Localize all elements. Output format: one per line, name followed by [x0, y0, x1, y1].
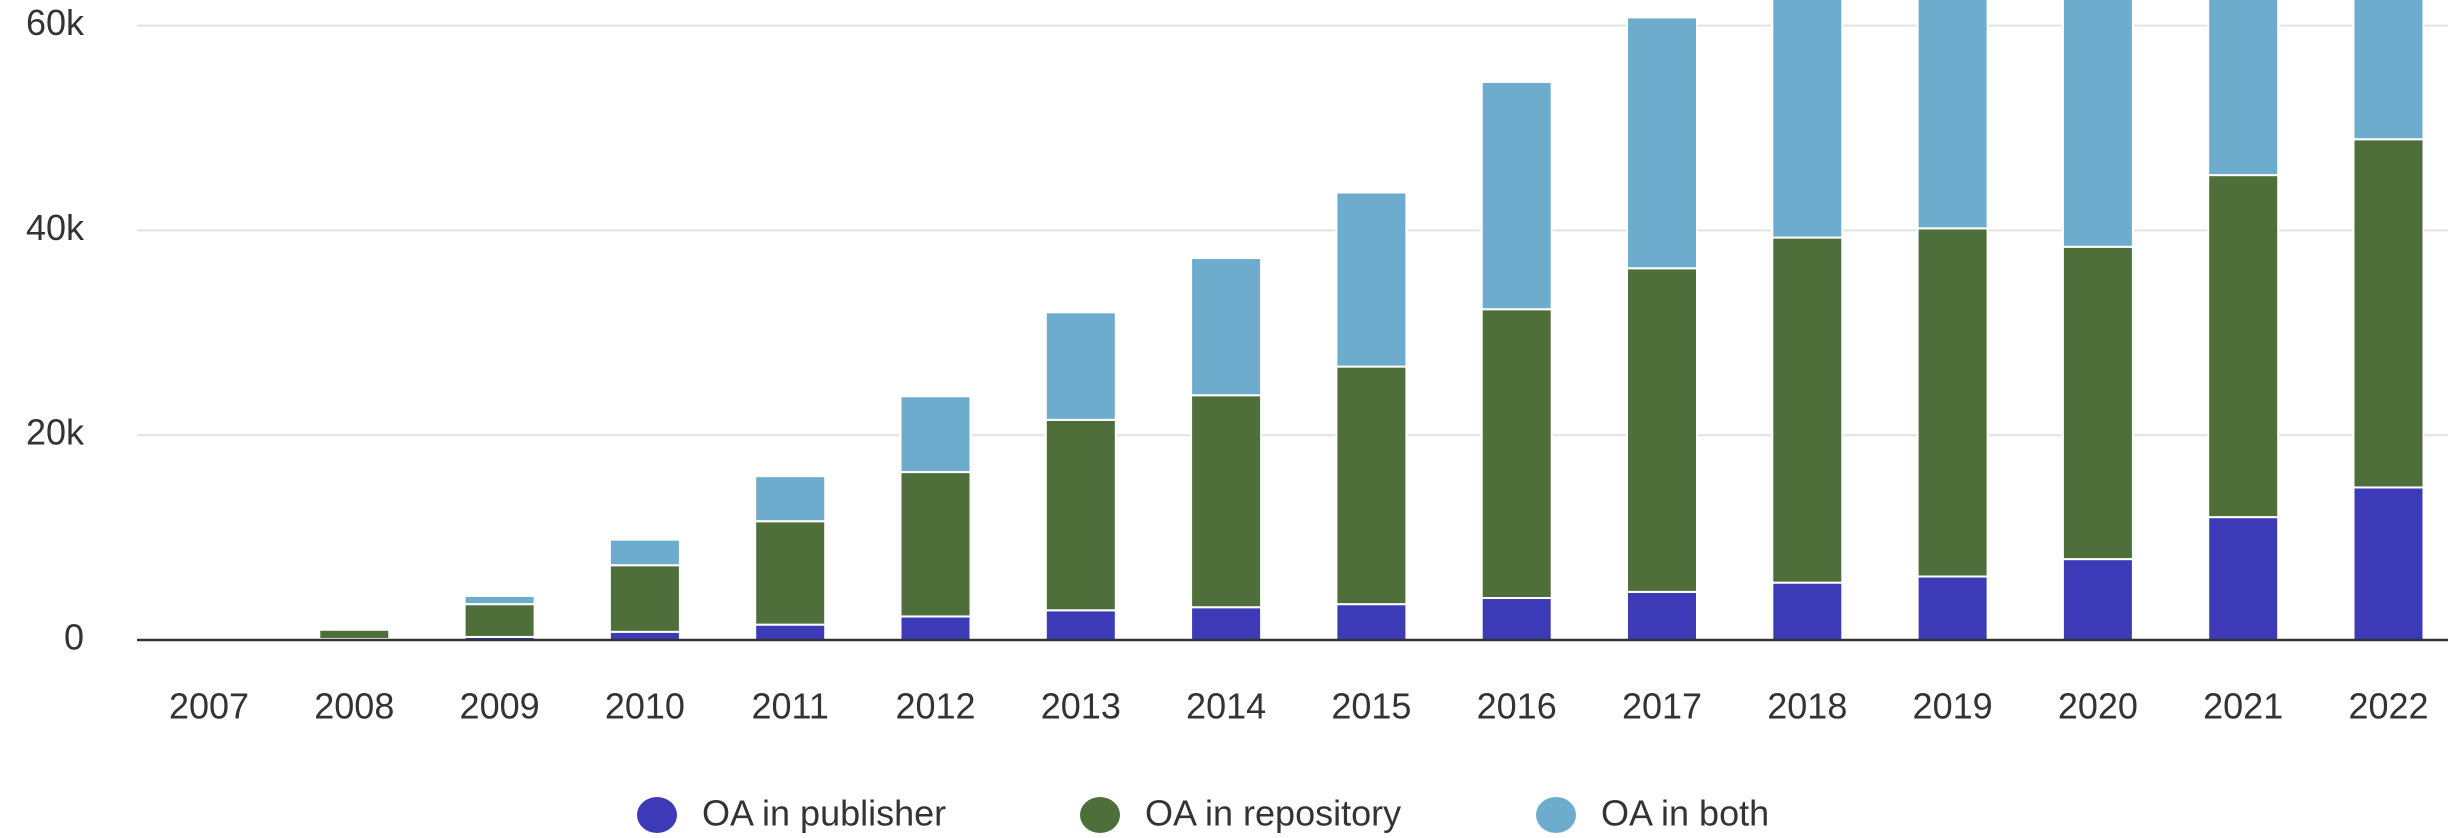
x-tick-label: 2016	[1477, 686, 1557, 727]
bar-segment	[899, 395, 972, 474]
x-tick-label: 2019	[1913, 686, 1993, 727]
legend-marker	[637, 797, 677, 833]
bar-segment	[2061, 0, 2134, 248]
x-tick-label: 2020	[2058, 686, 2138, 727]
bar-segment	[1626, 16, 1698, 270]
x-tick-label: 2015	[1331, 686, 1411, 727]
bar-segment	[1190, 257, 1263, 397]
bar-segment	[899, 471, 972, 618]
x-tick-label: 2013	[1041, 686, 1121, 727]
bar-segment	[1335, 365, 1408, 606]
bar-segment	[608, 564, 681, 633]
bar-segment	[1190, 606, 1263, 641]
bar-segment	[1480, 80, 1553, 311]
bar-segment	[1044, 311, 1117, 421]
bar-segment	[2061, 558, 2134, 641]
bar-segment	[1626, 590, 1698, 641]
bar-segment	[1626, 267, 1698, 593]
bar-segment	[754, 520, 827, 626]
bar-segment	[2207, 0, 2280, 177]
bar-segment	[463, 603, 536, 638]
x-tick-label: 2008	[314, 686, 394, 727]
bar-segment	[1771, 236, 1844, 584]
bar-segment	[1916, 575, 1989, 641]
bar-segment	[1335, 603, 1408, 641]
legend-label: OA in both	[1601, 793, 1769, 834]
bar-segment	[754, 623, 827, 641]
bar-segment	[754, 475, 827, 523]
x-tick-label: 2018	[1767, 686, 1847, 727]
legend-label: OA in publisher	[702, 793, 946, 834]
x-tick-label: 2011	[751, 686, 828, 727]
y-tick-label: 60k	[26, 2, 85, 43]
x-tick-label: 2022	[2348, 686, 2428, 727]
bar-segment	[2207, 174, 2280, 519]
x-tick-label: 2014	[1186, 686, 1266, 727]
bar-segment	[2061, 245, 2134, 561]
bar-segment	[1044, 609, 1117, 641]
bar-segment	[1916, 0, 1989, 230]
bar-segment	[1190, 394, 1263, 609]
bar-segment	[608, 538, 681, 567]
bar-segment	[1480, 597, 1553, 641]
bar-segment	[899, 615, 972, 641]
legend-marker	[1536, 797, 1576, 833]
x-tick-label: 2017	[1622, 686, 1702, 727]
bar-segment	[2352, 138, 2425, 489]
bar-segment	[1335, 191, 1408, 368]
x-tick-label: 2010	[605, 686, 685, 727]
x-tick-label: 2009	[460, 686, 540, 727]
bar-segment	[1771, 581, 1844, 641]
y-tick-label: 40k	[26, 207, 85, 248]
bar-segment	[2352, 0, 2425, 141]
x-tick-label: 2012	[895, 686, 975, 727]
bars	[318, 0, 2425, 641]
bar-segment	[318, 628, 391, 640]
y-tick-label: 0	[64, 617, 84, 658]
x-tick-label: 2007	[169, 686, 249, 727]
bar-segment	[463, 594, 536, 606]
bar-segment	[1771, 0, 1844, 239]
y-tick-label: 20k	[26, 412, 85, 453]
bar-segment	[1916, 227, 1989, 578]
legend-label: OA in repository	[1145, 793, 1401, 834]
bar-segment	[1480, 308, 1553, 600]
bar-segment	[1044, 418, 1117, 612]
x-tick-label: 2021	[2203, 686, 2283, 727]
legend-marker	[1080, 797, 1120, 833]
bar-segment	[2352, 486, 2425, 641]
bar-segment	[2207, 516, 2280, 641]
